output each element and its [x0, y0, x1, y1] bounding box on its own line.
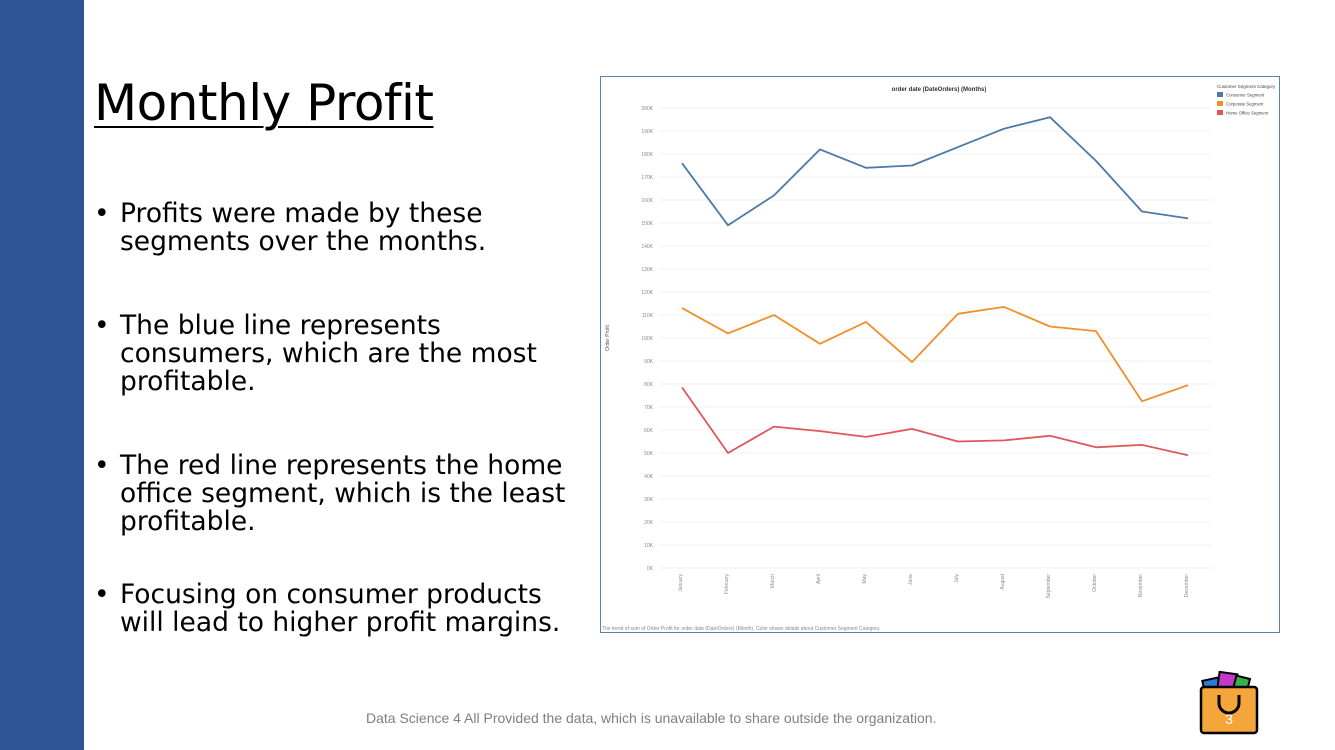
y-axis-label: Order Profit [605, 324, 611, 350]
chart-caption: The trend of sum of Order Profit for ord… [602, 626, 880, 632]
x-tick-label: June [908, 574, 914, 585]
legend-swatch [1217, 110, 1223, 115]
y-tick-label: 80K [644, 382, 654, 388]
y-tick-label: 0K [647, 566, 654, 572]
x-tick-label: November [1138, 574, 1144, 597]
series-line-consumer-segment [681, 116, 1189, 227]
legend-swatch [1217, 101, 1223, 106]
legend-label: Corporate Segment [1226, 101, 1264, 106]
page-number: 3 [1225, 711, 1233, 727]
bullet-item: Profits were made by these segments over… [94, 200, 589, 256]
y-tick-label: 160K [641, 198, 653, 204]
legend-swatch [1217, 92, 1223, 97]
legend-title: Customer Segment Category [1217, 84, 1276, 89]
legend-label: Home Office Segment [1226, 110, 1269, 115]
y-tick-label: 90K [644, 359, 654, 365]
x-tick-label: February [724, 574, 730, 595]
bullet-item: The red line represents the home office … [94, 452, 589, 536]
y-tick-label: 30K [644, 497, 654, 503]
chart-title: order date (DateOrders) (Months) [892, 87, 987, 93]
legend-label: Consumer Segment [1226, 92, 1265, 97]
y-tick-label: 40K [644, 474, 654, 480]
y-tick-label: 200K [641, 106, 653, 112]
chart-canvas: order date (DateOrders) (Months) 0K 10K 20K… [602, 84, 1276, 632]
side-accent-bar [0, 0, 84, 750]
bullet-item: The blue line represents consumers, whic… [94, 312, 589, 396]
series-line-corporate-segment [681, 306, 1189, 403]
x-tick-label: October [1092, 574, 1098, 592]
y-tick-label: 70K [644, 405, 654, 411]
profit-line-chart: order date (DateOrders) (Months) 0K 10K 20K… [600, 76, 1280, 633]
y-tick-label: 100K [641, 336, 653, 342]
x-tick-label: March [770, 574, 776, 588]
shopping-bag-logo-icon [1199, 670, 1259, 735]
y-tick-label: 120K [641, 290, 653, 296]
slide-title: Monthly Profit [94, 74, 434, 132]
y-tick-label: 110K [642, 313, 654, 319]
x-tick-label: September [1046, 574, 1052, 599]
x-tick-label: January [678, 574, 684, 592]
x-tick-label: December [1184, 574, 1190, 597]
bullet-item: Focusing on consumer products will lead … [94, 581, 589, 637]
x-tick-label: July [954, 574, 960, 583]
series-line-home-office-segment [681, 386, 1189, 457]
y-tick-label: 170K [641, 175, 653, 181]
y-tick-label: 150K [641, 221, 653, 227]
y-tick-label: 180K [641, 152, 653, 158]
y-tick-label: 130K [641, 267, 653, 273]
y-tick-label: 20K [644, 520, 654, 526]
y-tick-label: 60K [644, 428, 654, 434]
slide-footer: Data Science 4 All Provided the data, wh… [366, 710, 937, 726]
x-tick-label: April [816, 574, 822, 584]
x-tick-label: May [862, 574, 868, 584]
y-tick-label: 10K [644, 543, 654, 549]
x-tick-label: August [1000, 573, 1006, 589]
y-tick-label: 190K [641, 129, 653, 135]
y-tick-label: 50K [644, 451, 654, 457]
y-tick-label: 140K [641, 244, 653, 250]
